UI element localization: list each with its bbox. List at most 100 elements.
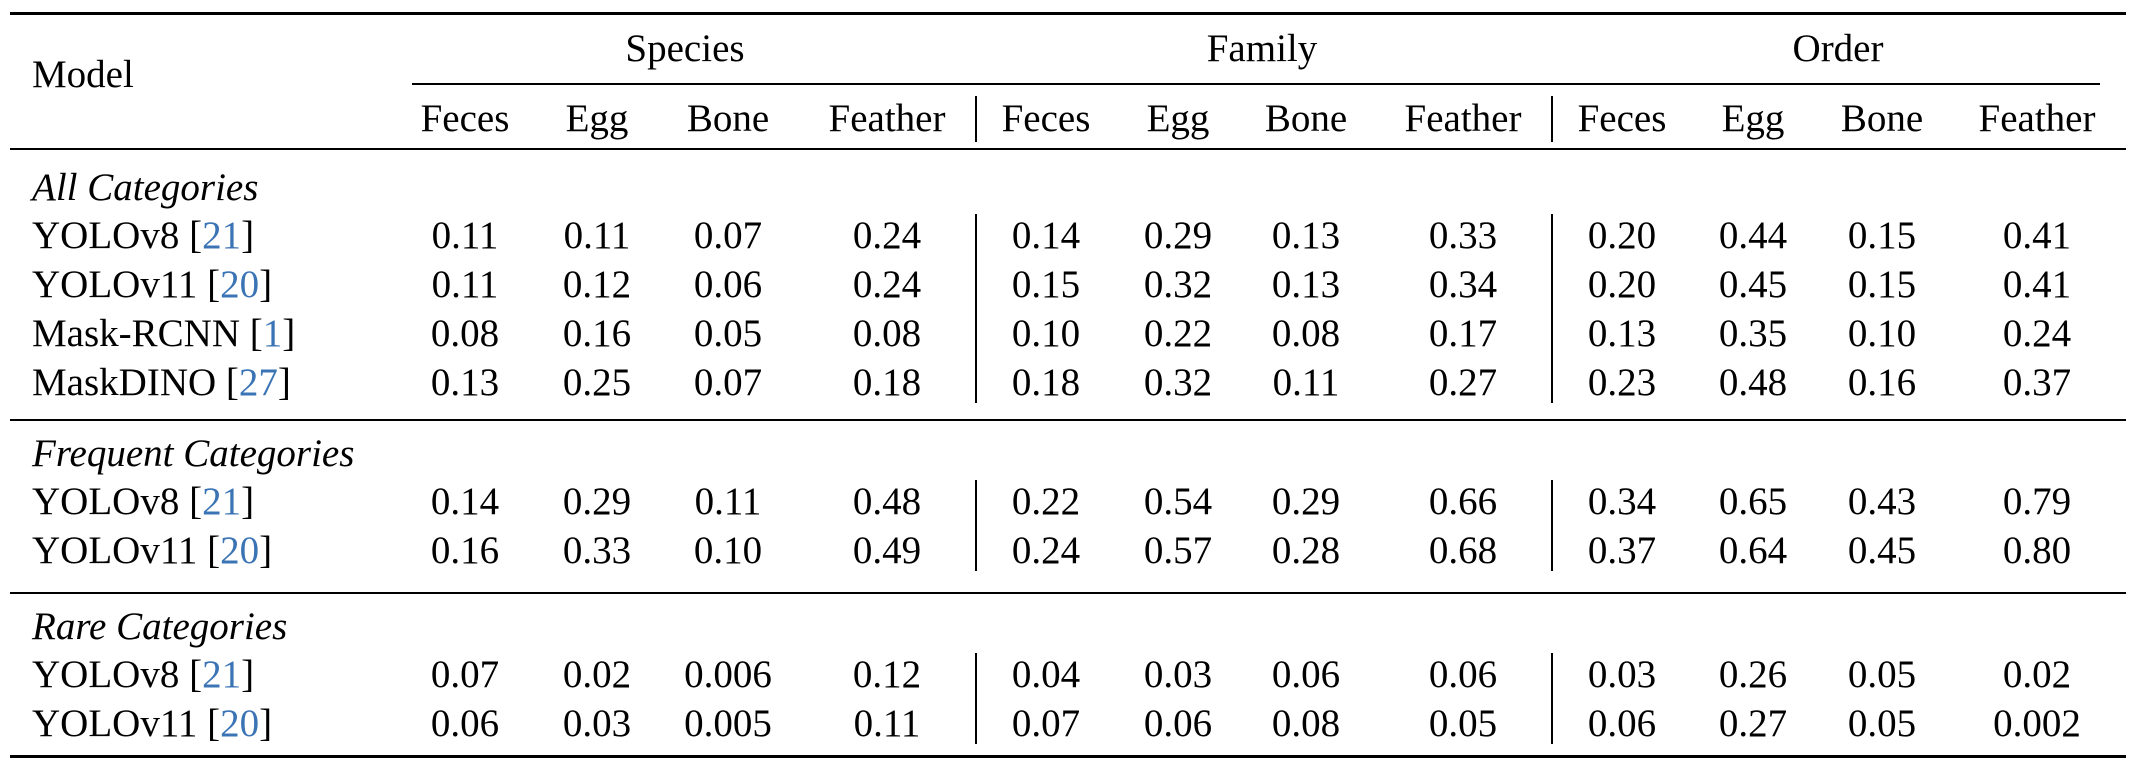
value-cell: 0.08: [1271, 702, 1341, 745]
value-cell: 0.29: [562, 480, 632, 523]
value-cell: 0.006: [684, 653, 772, 696]
value-cell: 0.06: [430, 702, 500, 745]
subcolumn-header-egg: Egg: [1721, 97, 1785, 140]
value-cell: 0.10: [693, 529, 763, 572]
model-cell: MaskDINO [27]: [32, 361, 291, 404]
column-separator: [975, 480, 977, 571]
value-cell: 0.11: [694, 480, 762, 523]
column-separator: [1551, 214, 1553, 403]
model-cell: YOLOv8 [21]: [32, 214, 255, 257]
model-cell: YOLOv11 [20]: [32, 529, 273, 572]
value-cell: 0.04: [1011, 653, 1081, 696]
model-name: MaskDINO: [32, 361, 217, 404]
value-cell: 0.37: [1587, 529, 1657, 572]
value-cell: 0.03: [1587, 653, 1657, 696]
value-cell: 0.66: [1428, 480, 1498, 523]
value-cell: 0.14: [430, 480, 500, 523]
value-cell: 0.06: [1428, 653, 1498, 696]
value-cell: 0.45: [1718, 263, 1788, 306]
value-cell: 0.18: [852, 361, 922, 404]
value-cell: 0.15: [1847, 263, 1917, 306]
value-cell: 0.22: [1011, 480, 1081, 523]
value-cell: 0.08: [430, 312, 500, 355]
value-cell: 0.15: [1847, 214, 1917, 257]
value-cell: 0.22: [1143, 312, 1213, 355]
value-cell: 0.12: [852, 653, 922, 696]
value-cell: 0.07: [693, 361, 763, 404]
value-cell: 0.27: [1428, 361, 1498, 404]
value-cell: 0.35: [1718, 312, 1788, 355]
value-cell: 0.24: [852, 263, 922, 306]
model-name: YOLOv8: [32, 480, 180, 523]
group-header-order: Order: [1792, 27, 1884, 70]
citation-link[interactable]: 1: [262, 312, 283, 355]
value-cell: 0.29: [1271, 480, 1341, 523]
subcolumn-header-bone: Bone: [1264, 97, 1348, 140]
value-cell: 0.03: [1143, 653, 1213, 696]
subcolumn-header-feces: Feces: [1577, 97, 1667, 140]
value-cell: 0.03: [562, 702, 632, 745]
citation-link[interactable]: 20: [220, 702, 260, 745]
value-cell: 0.11: [431, 214, 499, 257]
section-title: All Categories: [32, 166, 259, 209]
value-cell: 0.48: [1718, 361, 1788, 404]
value-cell: 0.54: [1143, 480, 1213, 523]
value-cell: 0.13: [430, 361, 500, 404]
column-separator: [1551, 653, 1553, 744]
top-rule: [10, 12, 2126, 15]
section-rule: [10, 592, 2126, 594]
value-cell: 0.49: [852, 529, 922, 572]
value-cell: 0.28: [1271, 529, 1341, 572]
value-cell: 0.13: [1587, 312, 1657, 355]
citation-link[interactable]: 21: [202, 653, 242, 696]
value-cell: 0.24: [852, 214, 922, 257]
subcolumn-header-feather: Feather: [828, 97, 946, 140]
value-cell: 0.79: [2002, 480, 2072, 523]
model-header: Model: [32, 53, 134, 96]
value-cell: 0.14: [1011, 214, 1081, 257]
value-cell: 0.34: [1587, 480, 1657, 523]
citation-link[interactable]: 27: [238, 361, 278, 404]
subcolumn-header-bone: Bone: [686, 97, 770, 140]
value-cell: 0.02: [2002, 653, 2072, 696]
citation-link[interactable]: 21: [202, 214, 242, 257]
value-cell: 0.57: [1143, 529, 1213, 572]
value-cell: 0.002: [1993, 702, 2081, 745]
value-cell: 0.11: [563, 214, 631, 257]
value-cell: 0.11: [431, 263, 499, 306]
column-separator: [975, 96, 977, 142]
value-cell: 0.06: [1587, 702, 1657, 745]
value-cell: 0.06: [693, 263, 763, 306]
value-cell: 0.32: [1143, 361, 1213, 404]
citation-link[interactable]: 20: [220, 529, 260, 572]
value-cell: 0.11: [853, 702, 921, 745]
value-cell: 0.05: [693, 312, 763, 355]
model-cell: YOLOv8 [21]: [32, 653, 255, 696]
value-cell: 0.08: [852, 312, 922, 355]
value-cell: 0.08: [1271, 312, 1341, 355]
citation-link[interactable]: 20: [220, 263, 260, 306]
subcolumn-header-egg: Egg: [1146, 97, 1210, 140]
value-cell: 0.10: [1847, 312, 1917, 355]
value-cell: 0.24: [2002, 312, 2072, 355]
model-name: YOLOv11: [32, 702, 198, 745]
value-cell: 0.07: [693, 214, 763, 257]
value-cell: 0.80: [2002, 529, 2072, 572]
value-cell: 0.41: [2002, 263, 2072, 306]
model-cell: YOLOv8 [21]: [32, 480, 255, 523]
value-cell: 0.06: [1271, 653, 1341, 696]
value-cell: 0.16: [430, 529, 500, 572]
value-cell: 0.12: [562, 263, 632, 306]
section-rule: [10, 419, 2126, 421]
value-cell: 0.34: [1428, 263, 1498, 306]
group-header-species: Species: [625, 27, 745, 70]
subcolumn-header-feces: Feces: [420, 97, 510, 140]
value-cell: 0.20: [1587, 263, 1657, 306]
citation-link[interactable]: 21: [202, 480, 242, 523]
value-cell: 0.10: [1011, 312, 1081, 355]
value-cell: 0.33: [1428, 214, 1498, 257]
model-name: YOLOv11: [32, 263, 198, 306]
column-separator: [1551, 480, 1553, 571]
column-separator: [1551, 96, 1553, 142]
